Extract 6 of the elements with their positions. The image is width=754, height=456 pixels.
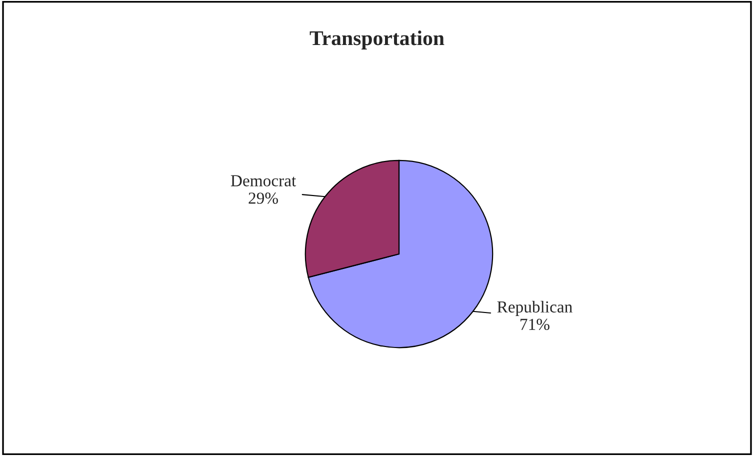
- data-label: 71%: [520, 318, 550, 330]
- data-label: 29%: [248, 192, 278, 204]
- pie-slice: [308, 160, 494, 348]
- slice-label: Democrat: [230, 175, 296, 186]
- chart-title: Transportation: [310, 30, 444, 50]
- slice-label: Republican: [497, 300, 572, 316]
